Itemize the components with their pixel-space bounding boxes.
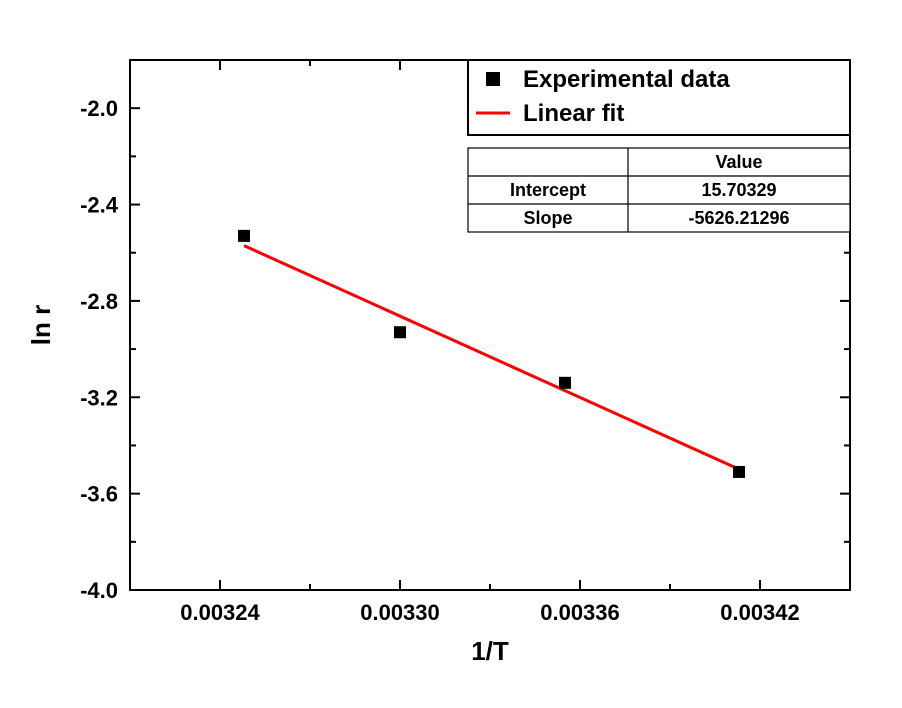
y-tick-label: -2.8 (80, 289, 118, 314)
chart-container: 0.00324 0.00330 0.00336 0.00342 -2.0 -2.4 -2.8… (0, 0, 902, 708)
y-tick-label: -2.4 (80, 193, 119, 218)
y-tick-label: -3.6 (80, 482, 118, 507)
data-point (238, 230, 250, 242)
x-tick-label: 0.00336 (540, 600, 620, 625)
data-point (733, 466, 745, 478)
data-point (394, 326, 406, 338)
y-tick-label: -3.2 (80, 385, 118, 410)
fit-table-cell: Slope (523, 208, 572, 228)
chart-svg: 0.00324 0.00330 0.00336 0.00342 -2.0 -2.4 -2.8… (0, 0, 902, 708)
y-axis-label: ln r (26, 305, 56, 345)
fit-table-cell: 15.70329 (701, 180, 776, 200)
legend-item-label: Linear fit (523, 100, 624, 127)
data-point (559, 377, 571, 389)
fit-table-header-cell: Value (715, 152, 762, 172)
fit-table-cell: -5626.21296 (688, 208, 789, 228)
fit-table-cell: Intercept (510, 180, 586, 200)
legend-marker-icon (486, 72, 500, 86)
legend-item-label: Experimental data (523, 66, 730, 93)
x-tick-label: 0.00330 (360, 600, 440, 625)
y-tick-label: -4.0 (80, 578, 118, 603)
y-tick-label: -2.0 (80, 96, 118, 121)
x-tick-label: 0.00342 (720, 600, 800, 625)
x-axis-label: 1/T (471, 636, 509, 666)
x-tick-label: 0.00324 (180, 600, 260, 625)
